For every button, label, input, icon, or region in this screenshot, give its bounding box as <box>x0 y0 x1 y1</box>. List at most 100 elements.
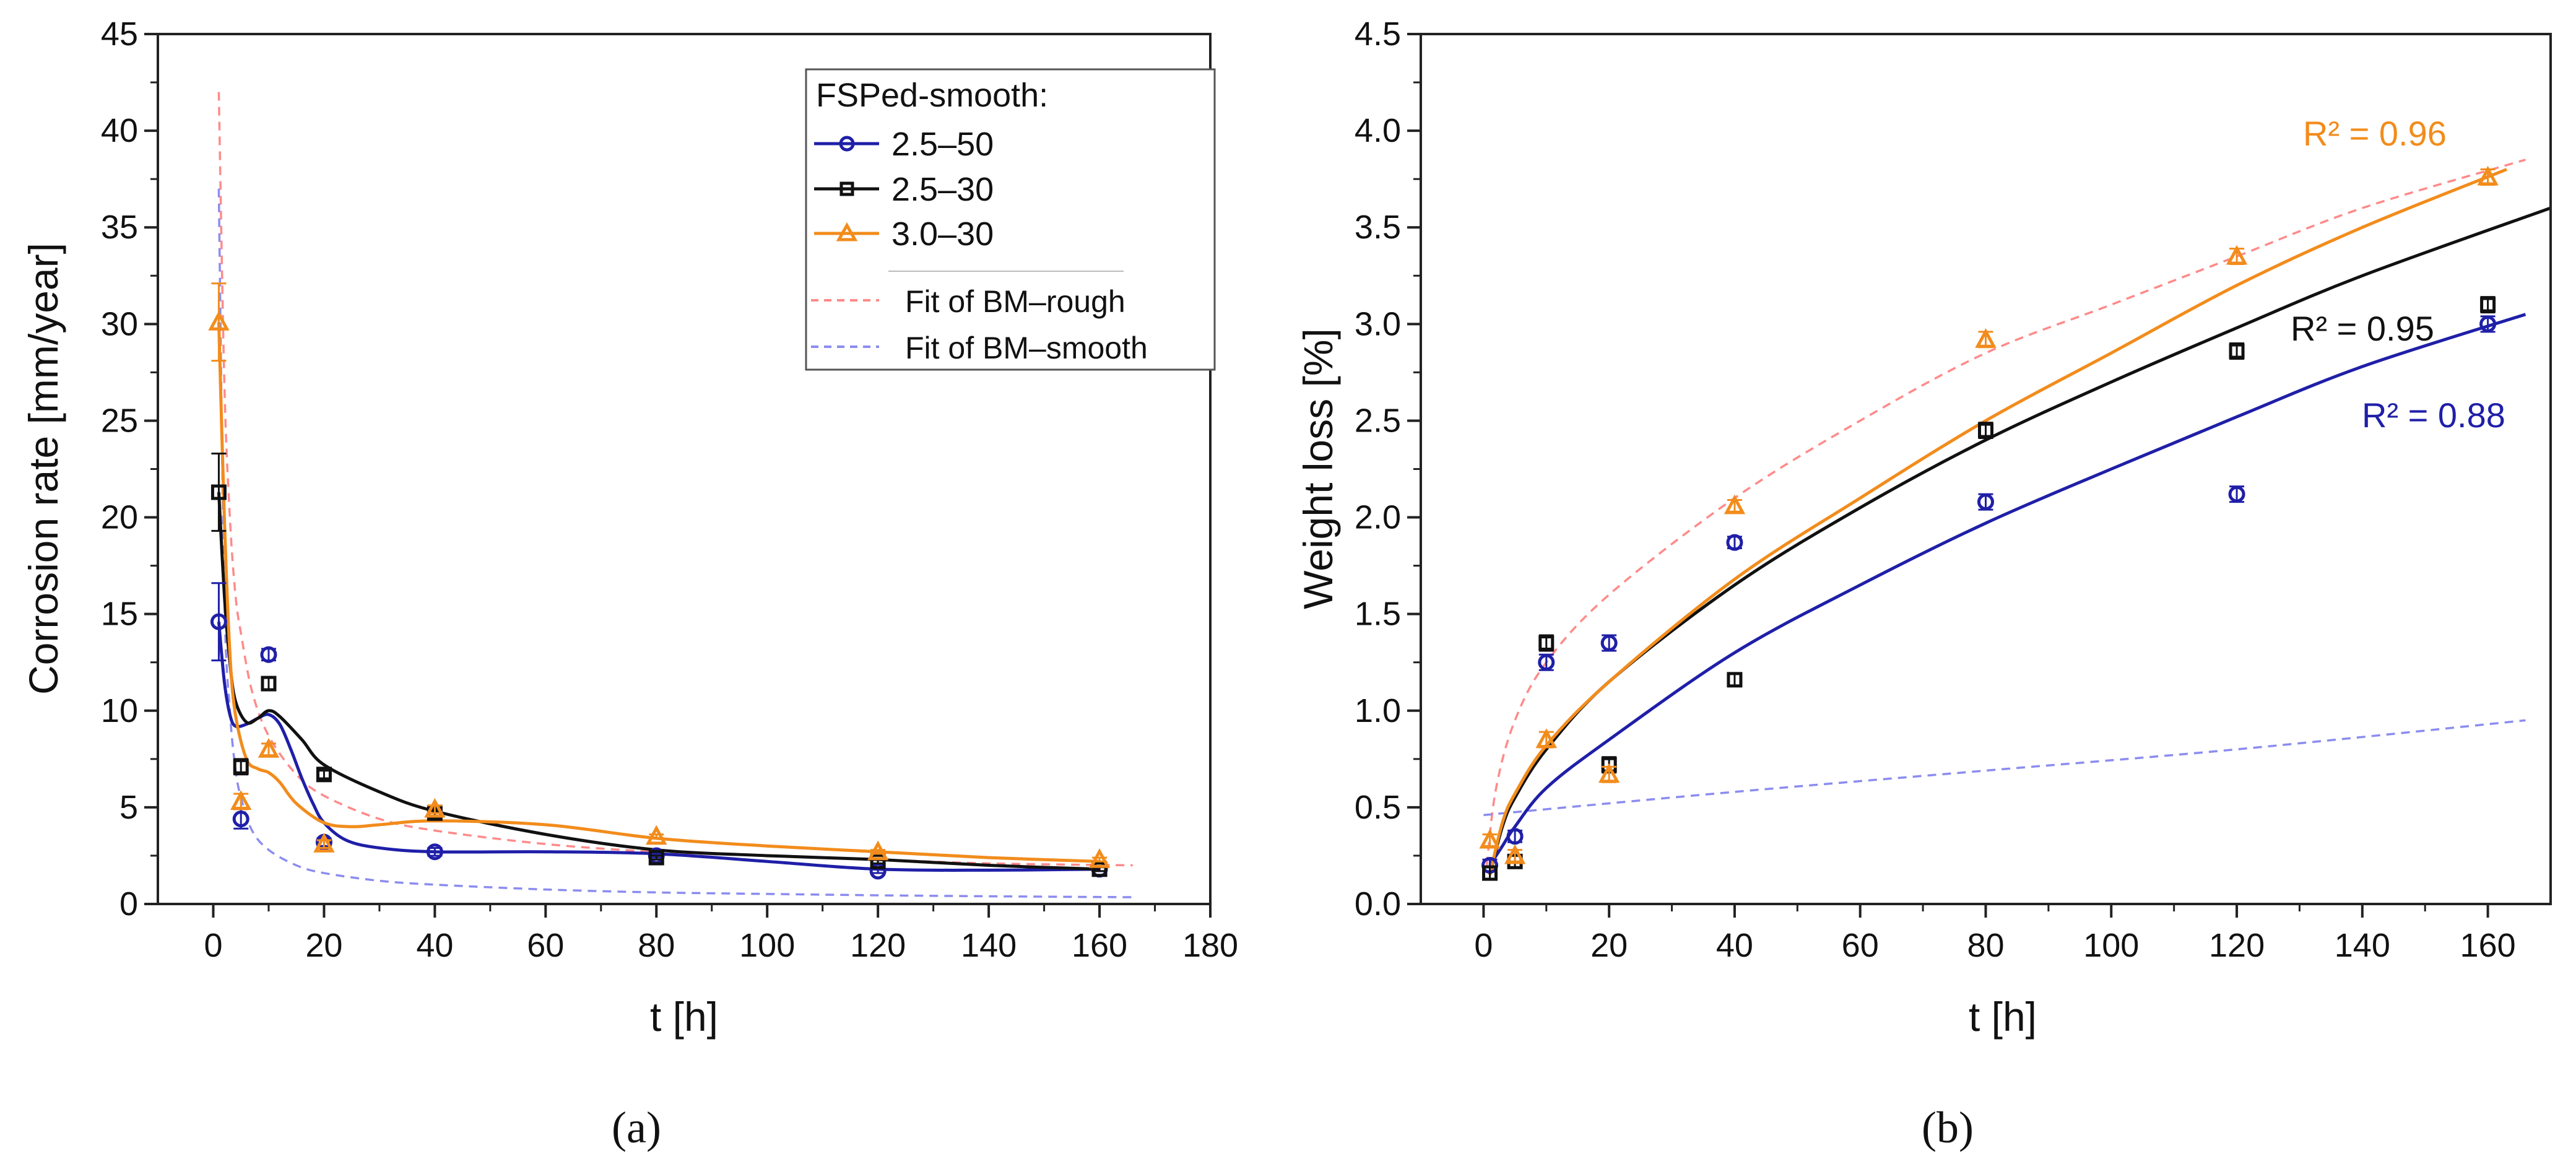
x-tick-label: 180 <box>1182 927 1238 964</box>
y-tick-label: 1.0 <box>1355 692 1401 729</box>
y-tick-label: 15 <box>101 596 138 633</box>
fit-curve-0 <box>1488 313 2526 866</box>
legend-entry-3.0-30: 3.0–30 <box>891 215 994 253</box>
r2-annotation-blue: R² = 0.88 <box>2362 396 2505 435</box>
y-tick-label: 30 <box>101 305 138 342</box>
y-tick-label: 10 <box>101 692 138 729</box>
legend-title: FSPed-smooth: <box>816 77 1048 114</box>
data-point-triangle <box>1598 763 1620 783</box>
panel-b-x-axis-label: t [h] <box>1969 994 2037 1040</box>
reference-fit-4 <box>1483 719 2526 817</box>
data-point-square <box>1482 865 1498 881</box>
panel-a-chart: 0 20 40 60 80 100 120 140 160 180 0 5 10 15 20 25 30 35 40… <box>20 15 1238 1152</box>
y-tick-label: 45 <box>101 15 138 53</box>
data-point-square <box>1538 635 1555 651</box>
r2-annotation-black: R² = 0.95 <box>2291 309 2434 348</box>
panel-a-y-axis-label: Corrosion rate [mm/year] <box>20 243 66 695</box>
legend-marker-triangle <box>836 222 858 241</box>
panel-b-axis-ticks: 0 20 40 60 80 100 120 140 160 0.0 0.5 1.0 1.5 2.0 2.5 3… <box>1355 15 2516 964</box>
data-point-circle <box>1600 635 1618 651</box>
data-point-circle <box>1726 534 1743 551</box>
data-point-triangle <box>1088 848 1111 868</box>
x-tick-label: 160 <box>1072 927 1127 964</box>
x-tick-label: 100 <box>739 927 795 964</box>
data-point-triangle <box>208 310 230 331</box>
fit-curve-0 <box>217 621 1100 872</box>
reference-fit-4 <box>217 188 1133 898</box>
data-point-triangle <box>230 790 252 810</box>
x-tick-label: 60 <box>1842 927 1879 964</box>
data-point-square <box>2480 297 2496 313</box>
x-tick-label: 20 <box>305 927 342 964</box>
data-point-circle <box>260 646 277 663</box>
data-point-circle <box>1538 654 1555 671</box>
data-point-triangle <box>1479 828 1501 849</box>
data-point-triangle <box>1535 728 1557 749</box>
x-tick-label: 120 <box>850 927 906 964</box>
x-tick-label: 0 <box>204 927 222 964</box>
data-point-square <box>870 853 886 869</box>
legend-entry-2.5-50: 2.5–50 <box>891 126 994 163</box>
data-point-square <box>2229 343 2245 359</box>
data-point-triangle <box>2226 245 2248 265</box>
data-point-circle <box>210 613 227 630</box>
y-tick-label: 0.5 <box>1355 789 1401 826</box>
x-tick-label: 40 <box>416 927 453 964</box>
legend-entry-bm-rough: Fit of BM–rough <box>905 284 1125 319</box>
data-point-circle <box>2479 315 2497 332</box>
data-point-triangle <box>424 797 446 818</box>
data-point-circle <box>1977 493 1994 511</box>
y-tick-label: 0 <box>119 885 138 923</box>
x-tick-label: 100 <box>2083 927 2139 964</box>
y-tick-label: 20 <box>101 499 138 536</box>
data-point-circle <box>2228 485 2245 503</box>
data-point-triangle <box>1504 844 1526 864</box>
panel-b-chart: 0 20 40 60 80 100 120 140 160 0.0 0.5 1.0 1.5 2.0 2.5 3… <box>1295 15 2552 1152</box>
y-tick-label: 40 <box>101 112 138 149</box>
error-bar <box>211 453 227 532</box>
data-point-square <box>1091 861 1108 877</box>
panel-b-plot-area <box>1479 159 2551 881</box>
panel-a-legend: FSPed-smooth: 2.5–50 2.5–30 3.0–30 Fit o… <box>805 68 1216 371</box>
y-tick-label: 25 <box>101 402 138 439</box>
data-point-square <box>316 767 332 783</box>
data-point-triangle <box>867 840 889 861</box>
x-tick-label: 80 <box>638 927 675 964</box>
data-point-triangle <box>2477 165 2499 186</box>
x-tick-label: 140 <box>961 927 1017 964</box>
x-tick-label: 40 <box>1716 927 1753 964</box>
error-bar <box>211 282 227 362</box>
x-tick-label: 140 <box>2335 927 2390 964</box>
legend-marker-square <box>839 181 854 196</box>
data-point-triangle <box>646 825 667 845</box>
data-point-circle <box>232 810 249 828</box>
panel-a-label: (a) <box>612 1103 661 1152</box>
panel-a-axis-ticks: 0 20 40 60 80 100 120 140 160 180 0 5 10 15 20 25 30 35 40… <box>101 15 1238 964</box>
x-tick-label: 120 <box>2209 927 2265 964</box>
x-tick-label: 0 <box>1474 927 1493 964</box>
x-tick-label: 60 <box>527 927 564 964</box>
data-point-square <box>210 484 227 500</box>
fit-curve-2 <box>1488 168 2507 876</box>
data-point-square <box>261 676 277 692</box>
data-point-circle <box>426 843 443 861</box>
panel-a-x-axis-label: t [h] <box>650 994 718 1040</box>
error-bar <box>211 582 227 662</box>
y-tick-label: 5 <box>119 789 138 826</box>
y-tick-label: 4.0 <box>1355 112 1401 149</box>
y-tick-label: 35 <box>101 209 138 246</box>
data-point-triangle <box>313 832 335 853</box>
data-point-triangle <box>258 737 280 758</box>
x-tick-label: 80 <box>1967 927 2004 964</box>
data-point-square <box>648 850 664 866</box>
y-tick-label: 2.5 <box>1355 402 1401 439</box>
x-tick-label: 20 <box>1590 927 1628 964</box>
panel-a-plot-area <box>208 92 1133 898</box>
y-tick-label: 2.0 <box>1355 499 1401 536</box>
x-tick-label: 160 <box>2460 927 2516 964</box>
data-point-triangle <box>1975 328 1997 348</box>
data-point-circle <box>1506 828 1524 845</box>
fit-curve-1 <box>1488 206 2551 876</box>
data-point-square <box>1727 672 1743 688</box>
